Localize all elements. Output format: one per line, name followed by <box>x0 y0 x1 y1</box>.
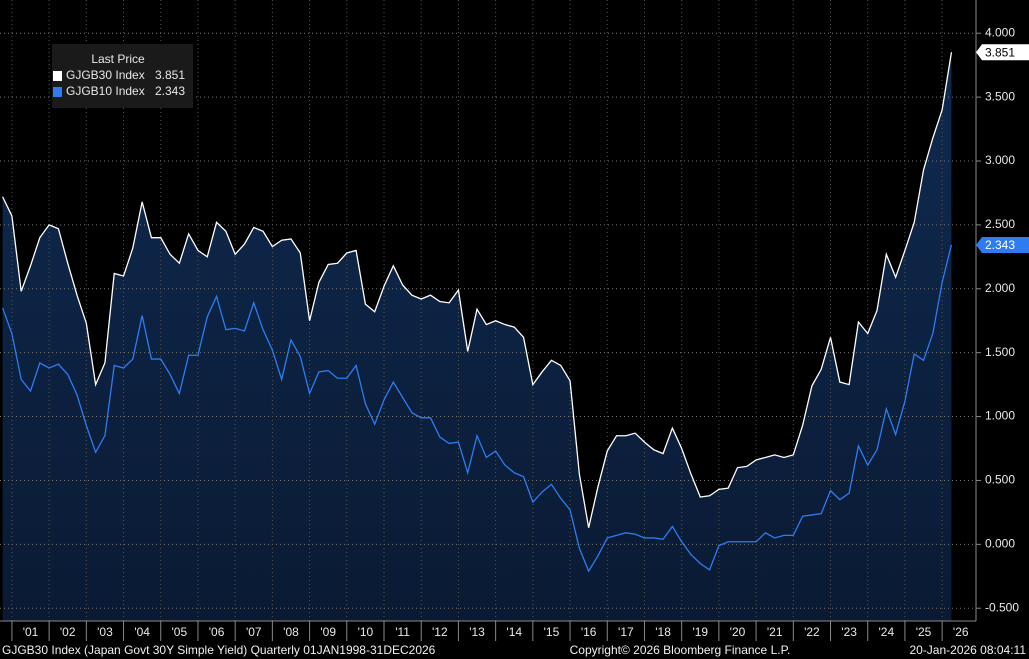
y-tick-label: 3.000 <box>985 153 1015 167</box>
last-value-label: 3.851 <box>985 45 1015 59</box>
x-tick-label: '16 <box>581 625 597 639</box>
x-tick-label: '05 <box>172 625 188 639</box>
footer-left: GJGB30 Index (Japan Govt 30Y Simple Yiel… <box>2 643 436 657</box>
x-tick-label: '13 <box>469 625 485 639</box>
x-tick-label: '09 <box>320 625 336 639</box>
x-tick-label: '19 <box>692 625 708 639</box>
last-value-label: 2.343 <box>985 238 1015 252</box>
x-tick-label: '07 <box>246 625 262 639</box>
legend-box <box>52 44 193 108</box>
y-tick-label: 2.500 <box>985 217 1015 231</box>
x-tick-label: '10 <box>358 625 374 639</box>
legend-value: 2.343 <box>155 84 185 98</box>
x-tick-label: '23 <box>841 625 857 639</box>
x-tick-label: '01 <box>23 625 39 639</box>
last-value-tag <box>976 236 1029 253</box>
x-tick-label: '06 <box>209 625 225 639</box>
x-tick-label: '21 <box>767 625 783 639</box>
x-tick-label: '11 <box>395 625 410 639</box>
y-tick-label: 4.000 <box>985 25 1015 39</box>
footer-right: 20-Jan-2026 08:04:11 <box>909 643 1026 657</box>
x-tick-label: '22 <box>804 625 820 639</box>
y-tick-label: 1.500 <box>985 345 1015 359</box>
y-tick-label: 3.500 <box>985 89 1015 103</box>
x-tick-label: '18 <box>655 625 671 639</box>
x-tick-label: '04 <box>134 625 150 639</box>
series-line <box>1 244 953 573</box>
footer-center: Copyright© 2026 Bloomberg Finance L.P. <box>570 643 791 657</box>
y-tick-label: 0.000 <box>985 537 1015 551</box>
legend: GJGB30 Index 3.851 GJGB10 Index 2.343 <box>53 68 185 98</box>
y-tick-label: 1.000 <box>985 409 1015 423</box>
x-tick-label: '03 <box>97 625 113 639</box>
legend-label: GJGB10 Index <box>66 84 145 98</box>
legend-swatch <box>53 87 62 97</box>
x-tick-label: '20 <box>730 625 746 639</box>
x-tick-label: '02 <box>60 625 76 639</box>
y-tick-label: -0.500 <box>985 600 1019 614</box>
y-tick-label: 2.000 <box>985 281 1015 295</box>
legend-value: 3.851 <box>155 68 185 82</box>
series-line <box>2 52 953 528</box>
last-value-tag <box>976 44 1029 61</box>
x-tick-label: '17 <box>618 625 634 639</box>
legend-swatch <box>53 71 62 81</box>
x-tick-label: '24 <box>879 625 895 639</box>
x-tick-label: '12 <box>432 625 448 639</box>
x-tick-label: '26 <box>953 625 969 639</box>
y-tick-label: 0.500 <box>985 473 1015 487</box>
legend-label: GJGB30 Index <box>66 68 145 82</box>
legend-title: Last Price <box>91 52 145 66</box>
area <box>2 52 952 622</box>
x-tick-label: '14 <box>506 625 522 639</box>
x-tick-label: '08 <box>283 625 299 639</box>
x-tick-label: '15 <box>544 625 560 639</box>
plot-area <box>0 0 976 622</box>
x-tick-label: '25 <box>916 625 932 639</box>
